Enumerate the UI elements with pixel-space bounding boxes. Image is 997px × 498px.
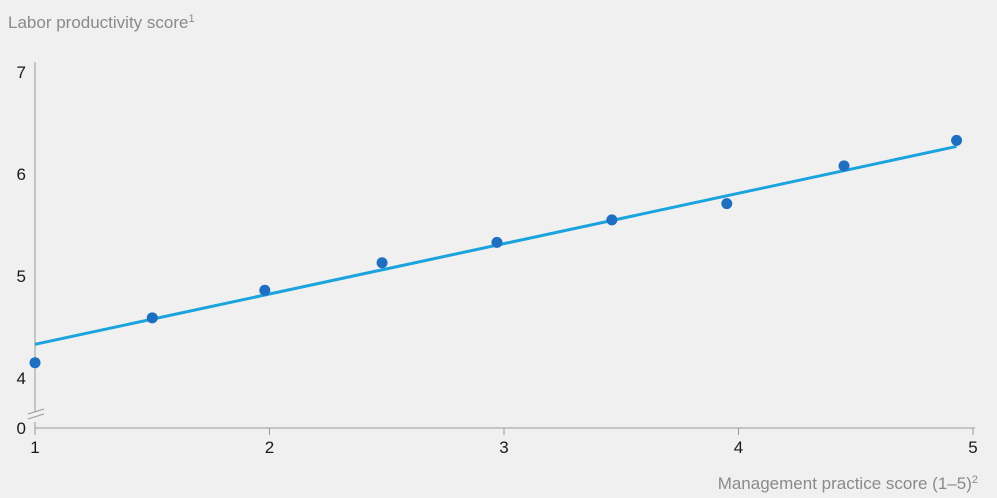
y-tick-label: 5 [17, 267, 26, 286]
data-point [838, 160, 850, 172]
x-tick-label: 1 [30, 438, 39, 457]
y-tick-label: 7 [17, 63, 26, 82]
data-point [259, 284, 271, 296]
x-tick-label: 3 [499, 438, 508, 457]
data-point [29, 357, 41, 369]
x-tick-label: 2 [265, 438, 274, 457]
x-tick-label: 5 [968, 438, 977, 457]
data-points [29, 134, 963, 369]
data-point [146, 312, 158, 324]
data-point [376, 257, 388, 269]
x-tick-labels: 1 2 3 4 5 [30, 428, 978, 457]
data-point [721, 198, 733, 210]
y-axis-label: Labor productivity score1 [8, 13, 195, 32]
data-point [491, 236, 503, 248]
y-tick-label: 4 [17, 369, 26, 388]
y-tick-label: 6 [17, 165, 26, 184]
x-axis-label: Management practice score (1–5)2 [718, 474, 978, 493]
data-point [606, 214, 618, 226]
x-tick-label: 4 [734, 438, 743, 457]
data-point [951, 134, 963, 146]
y-tick-labels: 0 4 5 6 7 [17, 63, 26, 438]
axis-break-marker [27, 408, 45, 420]
y-tick-label: 0 [17, 419, 26, 438]
